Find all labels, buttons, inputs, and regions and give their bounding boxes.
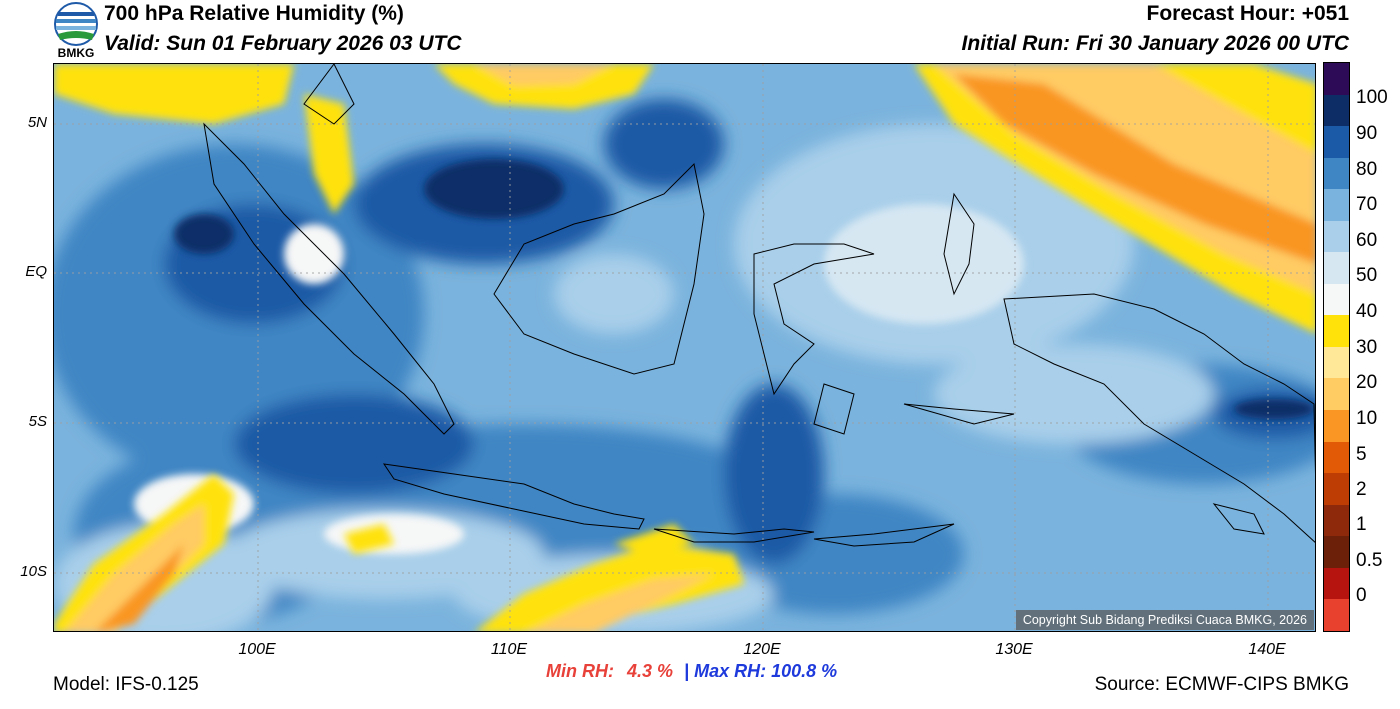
colorbar-segment <box>1324 189 1349 221</box>
colorbar-segment <box>1324 378 1349 411</box>
colorbar-label: 2 <box>1356 479 1367 500</box>
colorbar-label: 60 <box>1356 230 1378 251</box>
lat-label-10s: 10S <box>20 563 47 580</box>
colorbar-label: 70 <box>1356 194 1378 215</box>
colorbar-label: 30 <box>1356 337 1378 358</box>
lon-label-100e: 100E <box>238 641 276 658</box>
coastlines <box>203 64 1315 547</box>
model-label: Model: IFS-0.125 <box>53 674 199 695</box>
max-rh: Max RH: 100.8 % <box>694 661 838 681</box>
colorbar-label: 80 <box>1356 159 1378 180</box>
lat-label-5s: 5S <box>28 413 47 430</box>
colorbar-segment <box>1324 473 1349 505</box>
colorbar-segment <box>1324 567 1349 600</box>
lat-label-5n: 5N <box>27 114 47 131</box>
chart-title: 700 hPa Relative Humidity (%) <box>104 2 404 25</box>
humidity-map[interactable]: Copyright Sub Bidang Prediksi Cuaca BMKG… <box>53 63 1316 632</box>
bmkg-logo: BMKG <box>52 2 100 60</box>
colorbar-segment <box>1324 599 1349 631</box>
rh-stats: Min RH: 4.3 % | Max RH: 100.8 % <box>546 661 837 682</box>
humidity-field <box>54 64 1315 631</box>
colorbar-label: 1 <box>1356 514 1367 535</box>
colorbar-label: 40 <box>1356 301 1378 322</box>
colorbar-segment <box>1324 220 1349 253</box>
colorbar-segment <box>1324 252 1349 284</box>
colorbar-segment <box>1324 63 1349 95</box>
colorbar-label: 0 <box>1356 585 1367 606</box>
colorbar-segment <box>1324 410 1349 442</box>
forecast-hour: Forecast Hour: +051 <box>1146 2 1350 25</box>
colorbar-segment <box>1324 126 1349 158</box>
colorbar-segment <box>1324 283 1349 316</box>
colorbar-label: 10 <box>1356 408 1378 429</box>
colorbar-label: 90 <box>1356 123 1378 144</box>
lon-label-130e: 130E <box>995 641 1033 658</box>
colorbar-label: 100 <box>1356 87 1388 108</box>
lon-label-120e: 120E <box>743 641 781 658</box>
copyright-notice: Copyright Sub Bidang Prediksi Cuaca BMKG… <box>1015 610 1314 630</box>
colorbar-segment <box>1324 504 1349 537</box>
colorbar-segment <box>1324 346 1349 379</box>
colorbar-segment <box>1324 441 1349 474</box>
colorbar-segment <box>1324 94 1349 127</box>
colorbar <box>1323 62 1350 632</box>
lat-label-eq: EQ <box>25 263 47 280</box>
bmkg-logo-icon <box>54 2 98 46</box>
colorbar-segment <box>1324 536 1349 568</box>
stats-separator: | <box>684 661 690 681</box>
lon-label-110e: 110E <box>490 641 528 658</box>
valid-time: Valid: Sun 01 February 2026 03 UTC <box>104 32 462 55</box>
colorbar-label: 50 <box>1356 265 1378 286</box>
min-rh-label: Min RH: <box>546 661 614 681</box>
initial-run: Initial Run: Fri 30 January 2026 00 UTC <box>961 32 1349 55</box>
source-label: Source: ECMWF-CIPS BMKG <box>1094 674 1349 695</box>
logo-text: BMKG <box>57 46 95 60</box>
colorbar-label: 20 <box>1356 372 1378 393</box>
lon-label-140e: 140E <box>1248 641 1286 658</box>
colorbar-label: 0.5 <box>1356 550 1383 571</box>
colorbar-segment <box>1324 315 1349 347</box>
colorbar-label: 5 <box>1356 444 1367 465</box>
min-rh-value: 4.3 % <box>627 661 674 681</box>
colorbar-segment <box>1324 157 1349 190</box>
